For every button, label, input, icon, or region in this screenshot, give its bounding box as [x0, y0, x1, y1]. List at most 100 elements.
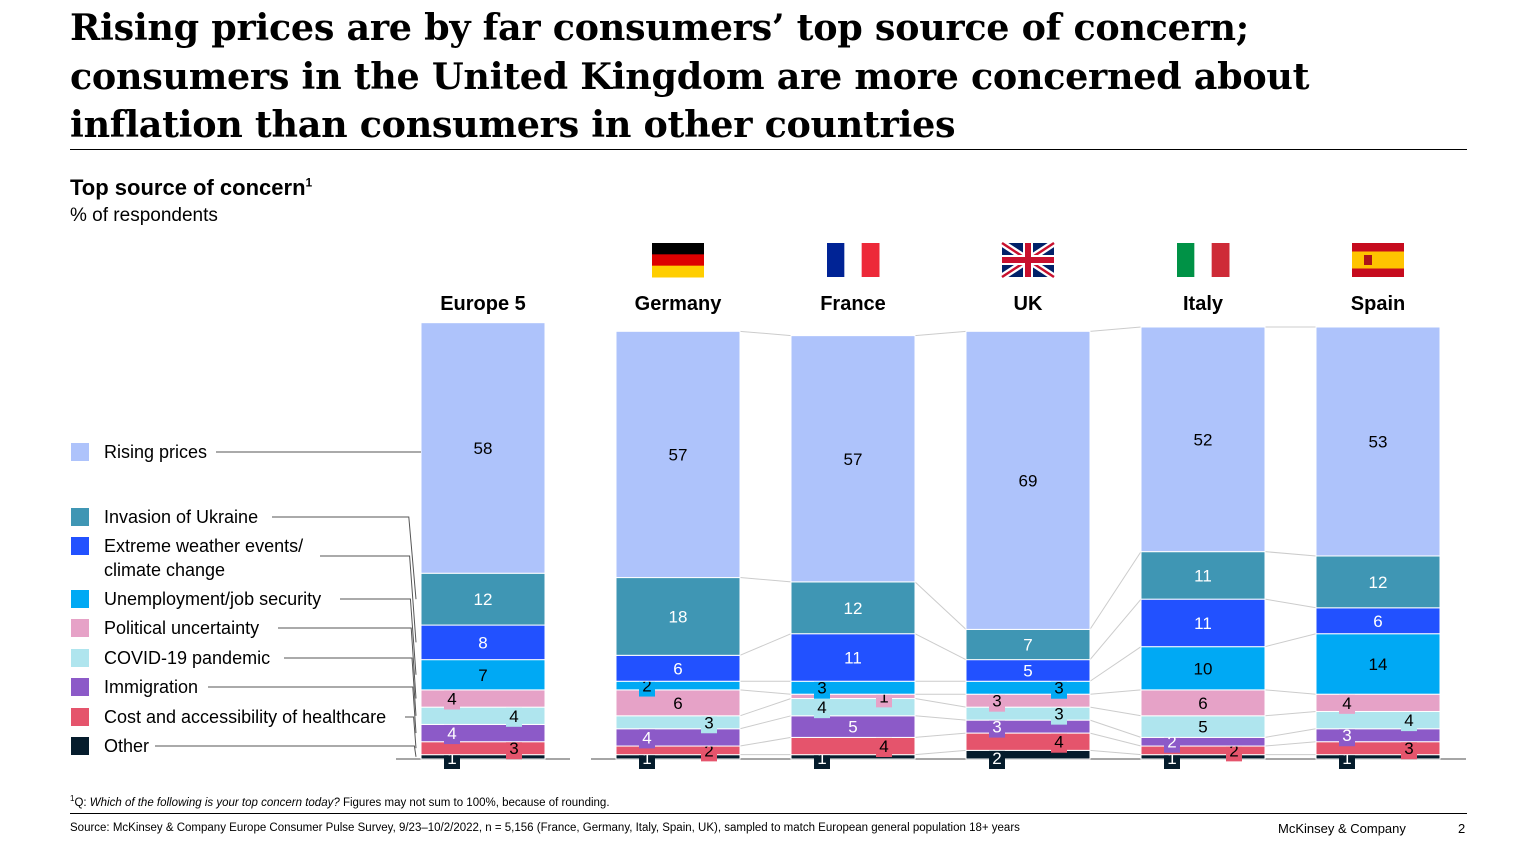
bar-group-germany: 1 2 4 3 6 2 6 18 57 — [615, 330, 741, 769]
data-label: 3 — [1054, 705, 1063, 724]
bar-segment — [420, 723, 546, 743]
legend-label: Rising prices — [104, 442, 207, 462]
data-label-badge — [814, 676, 830, 699]
footnote-text: Figures may not sum to 100%, because of … — [339, 796, 610, 809]
data-label: 7 — [1023, 636, 1032, 655]
bar-group-europe-5: 1 3 4 4 4 7 8 12 58 — [420, 322, 546, 769]
data-label: 11 — [1194, 566, 1212, 585]
data-label: 2 — [992, 749, 1001, 768]
bar-segment — [615, 680, 741, 691]
connector-line — [739, 577, 792, 583]
bar-group-france: 1 4 5 4 1 3 11 12 57 — [790, 335, 916, 769]
bar-segment — [1315, 555, 1441, 609]
bar-segment — [615, 577, 741, 656]
data-label: 18 — [669, 607, 688, 626]
data-label: 4 — [1404, 711, 1413, 730]
legend-label: Cost and accessibility of healthcare — [104, 707, 386, 727]
connector-line — [914, 749, 967, 756]
bar-segment — [790, 581, 916, 635]
data-label-badge — [639, 726, 655, 749]
data-label-badge — [444, 687, 460, 710]
data-label-badge — [1401, 709, 1417, 732]
legend-swatch — [71, 508, 89, 526]
flag-stripe — [1177, 243, 1195, 277]
bar-group-uk: 2 4 3 3 3 3 5 7 69 — [965, 330, 1091, 769]
legend-leader-line — [320, 555, 417, 643]
legend-swatch — [71, 649, 89, 667]
category-label: Italy — [1183, 293, 1224, 315]
france-flag — [827, 243, 880, 277]
connector-line — [1089, 598, 1142, 660]
data-label: 2 — [642, 677, 651, 696]
legend-leader-line — [208, 686, 417, 734]
bar-segment — [790, 736, 916, 756]
connector-line — [739, 736, 792, 747]
bar-segment — [420, 741, 546, 756]
legend-label: COVID-19 pandemic — [104, 648, 270, 668]
legend-label: Invasion of Ukraine — [104, 507, 258, 527]
connector-line — [1089, 646, 1142, 682]
data-label: 2 — [1229, 741, 1238, 760]
bar-segment — [615, 754, 741, 760]
footnote-marker: 1 — [70, 794, 75, 803]
bar-segment — [965, 749, 1091, 760]
legend-swatch — [71, 737, 89, 755]
chart-unit: % of respondents — [70, 205, 218, 226]
bar-segment — [1315, 693, 1441, 712]
flag-stripe — [652, 254, 704, 267]
title-line: inflation than consumers in other countr… — [70, 103, 956, 146]
flag-cross — [1002, 243, 1054, 277]
data-label: 4 — [447, 690, 456, 709]
bar-segment — [420, 624, 546, 661]
bar-segment — [1315, 710, 1441, 730]
legend-item: Other — [71, 736, 417, 757]
category-label: Spain — [1351, 293, 1405, 315]
connector-line — [914, 633, 967, 661]
data-label: 4 — [817, 698, 826, 717]
flag-stripe — [652, 243, 704, 255]
connector-line — [914, 330, 967, 337]
data-label: 6 — [673, 659, 682, 678]
flag-stripe — [1194, 243, 1213, 277]
data-label-badge — [989, 715, 1005, 738]
connector-line — [739, 698, 792, 717]
connector-line — [739, 330, 792, 337]
bar-segment — [1315, 754, 1441, 760]
title-line: consumers in the United Kingdom are more… — [70, 54, 1310, 98]
legend-item: COVID-19 pandemic — [71, 648, 417, 716]
flag-emblem — [1364, 255, 1372, 265]
bar-segment — [790, 680, 916, 695]
data-label: 1 — [879, 687, 888, 706]
chart-title-text: Top source of concern — [70, 175, 306, 200]
data-label-badge — [701, 711, 717, 734]
legend-label: Unemployment/job security — [104, 589, 321, 609]
category-label: Germany — [635, 293, 723, 315]
source-note: Source: McKinsey & Company Europe Consum… — [70, 822, 1020, 834]
bar-segment — [420, 322, 546, 574]
data-label: 4 — [879, 737, 888, 756]
data-label-badge — [1051, 730, 1067, 753]
bar-segment — [790, 335, 916, 583]
footnote-question: Which of the following is your top conce… — [89, 796, 340, 809]
data-label: 4 — [1342, 694, 1351, 713]
connector-line — [1264, 728, 1317, 738]
bar-segment — [420, 706, 546, 725]
title-line: Rising prices are by far consumers’ top … — [70, 6, 1249, 49]
data-label: 12 — [1369, 573, 1388, 592]
legend-leader-line — [284, 657, 417, 716]
data-label: 52 — [1194, 430, 1213, 449]
data-label: 10 — [1194, 659, 1213, 678]
connector-line — [1264, 551, 1317, 557]
connector-line — [1089, 749, 1142, 756]
connector-line — [1089, 719, 1142, 738]
footer-divider — [70, 813, 1467, 814]
flag-stripe — [827, 243, 845, 277]
data-label: 5 — [1198, 718, 1207, 737]
connector-line — [1089, 551, 1142, 630]
connector-line — [739, 715, 792, 730]
data-label: 3 — [509, 739, 518, 758]
connector-line — [739, 689, 792, 695]
uk-flag — [1000, 240, 1056, 280]
connector-line — [1264, 598, 1317, 609]
